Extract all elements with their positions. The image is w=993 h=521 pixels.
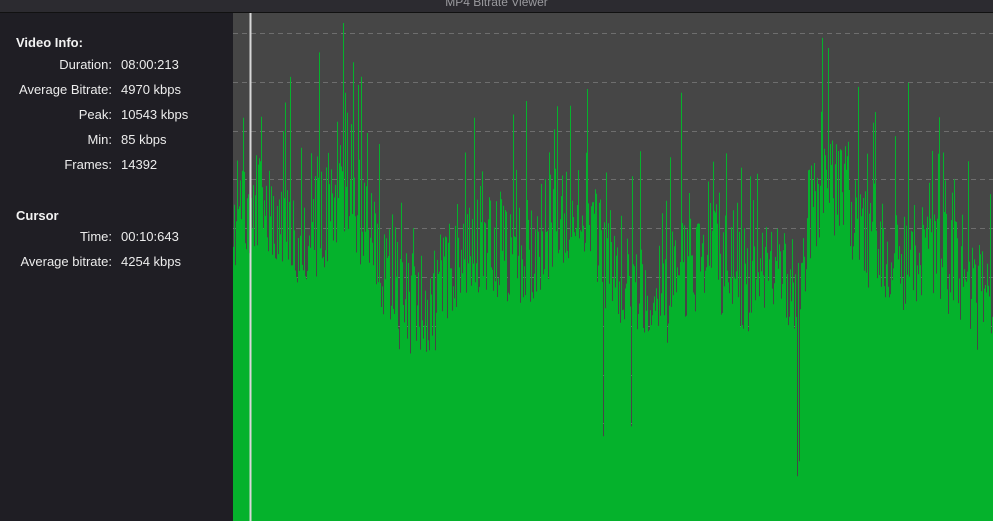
cursor-bitrate-row: Average bitrate: 4254 kbps: [0, 254, 233, 272]
title-bar[interactable]: MP4 Bitrate Viewer: [0, 0, 993, 13]
bitrate-graph-svg[interactable]: [233, 13, 993, 521]
cursor-bitrate-label: Average bitrate:: [20, 254, 112, 269]
average-bitrate-row: Average Bitrate: 4970 kbps: [0, 82, 233, 100]
cursor-time-label: Time:: [79, 229, 112, 244]
average-bitrate-label: Average Bitrate:: [19, 82, 112, 97]
frames-value: 14392: [121, 157, 158, 172]
peak-value: 10543 kbps: [121, 107, 189, 122]
info-sidebar: Video Info: Duration: 08:00:213 Average …: [0, 13, 233, 521]
peak-label: Peak:: [78, 107, 112, 122]
frames-label: Frames:: [64, 157, 112, 172]
peak-row: Peak: 10543 kbps: [0, 107, 233, 125]
video-info-heading: Video Info:: [16, 35, 83, 50]
frames-row: Frames: 14392: [0, 157, 233, 175]
duration-label: Duration:: [59, 57, 112, 72]
bitrate-area: [233, 23, 993, 521]
min-label: Min:: [87, 132, 112, 147]
cursor-time-row: Time: 00:10:643: [0, 229, 233, 247]
cursor-time-value: 00:10:643: [121, 229, 179, 244]
min-value: 85 kbps: [121, 132, 167, 147]
duration-value: 08:00:213: [121, 57, 179, 72]
window-title: MP4 Bitrate Viewer: [445, 0, 548, 9]
min-row: Min: 85 kbps: [0, 132, 233, 150]
bitrate-graph[interactable]: [233, 13, 993, 521]
average-bitrate-value: 4970 kbps: [121, 82, 181, 97]
cursor-bitrate-value: 4254 kbps: [121, 254, 181, 269]
cursor-heading: Cursor: [16, 208, 59, 223]
duration-row: Duration: 08:00:213: [0, 57, 233, 75]
